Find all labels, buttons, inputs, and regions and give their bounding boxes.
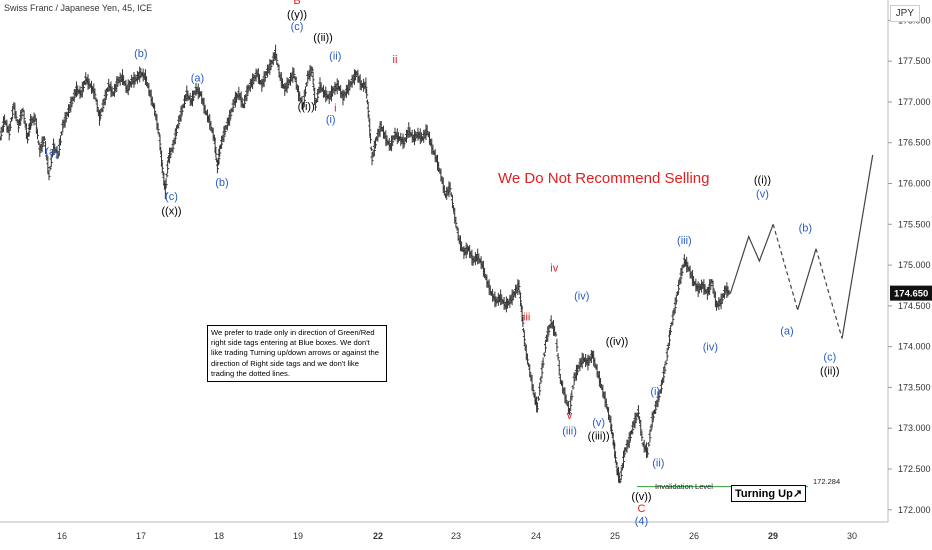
wave-label: iii (523, 312, 530, 324)
wave-label: (v) (756, 188, 769, 200)
wave-label: (b) (215, 177, 228, 189)
wave-label: (c) (291, 21, 304, 33)
invalidation-label: Invalidation Level (655, 482, 713, 491)
wave-label: v (567, 410, 573, 422)
y-tick-label: 172.000 (898, 505, 931, 515)
x-tick-label: 23 (451, 531, 461, 541)
x-tick-label: 18 (214, 531, 224, 541)
trading-note: We prefer to trade only in direction of … (207, 325, 387, 383)
wave-label: (ii) (329, 51, 341, 63)
y-tick-label: 177.500 (898, 56, 931, 66)
wave-label: ((iv)) (606, 336, 629, 348)
y-tick-label: 176.000 (898, 179, 931, 189)
wave-label: (ii) (652, 458, 664, 470)
x-tick-label: 29 (768, 531, 778, 541)
wave-label: (iii) (677, 235, 692, 247)
wave-label: iv (550, 263, 558, 275)
x-tick-label: 30 (847, 531, 857, 541)
y-tick-label: 175.000 (898, 260, 931, 270)
wave-label: (4) (635, 515, 648, 527)
arrow-up-right-icon: ↗ (792, 488, 803, 500)
wave-label: (b) (134, 48, 147, 60)
wave-label: ((i)) (298, 101, 315, 113)
y-tick-label: 174.500 (898, 301, 931, 311)
wave-label: C (638, 503, 646, 515)
wave-label: ((v)) (631, 491, 651, 503)
wave-label: (i) (326, 114, 336, 126)
wave-label: (b) (799, 223, 812, 235)
x-tick-label: 17 (136, 531, 146, 541)
invalidation-value: 172.284 (813, 477, 841, 486)
chart-title: Swiss Franc / Japanese Yen, 45, ICE (4, 3, 153, 13)
wave-label: (a) (191, 73, 204, 85)
projection-line (729, 224, 774, 294)
x-tick-label: 25 (610, 531, 620, 541)
last-price-label: 174.650 (894, 289, 928, 300)
wave-label: (iv) (574, 290, 589, 302)
wave-label: ((i)) (754, 175, 771, 187)
x-tick-label: 24 (531, 531, 541, 541)
last-price-badge (890, 285, 932, 301)
warning-text: We Do Not Recommend Selling (498, 170, 710, 187)
wave-label: (iii) (562, 426, 577, 438)
currency-label[interactable]: JPY (889, 5, 920, 22)
wave-label: ((ii)) (820, 365, 840, 377)
wave-label: i (334, 103, 336, 115)
projection-line (841, 154, 874, 339)
wave-label: (iv) (703, 342, 718, 354)
turning-up-box: Turning Up↗ (731, 485, 807, 502)
y-tick-label: 173.000 (898, 423, 931, 433)
x-tick-label: 22 (373, 531, 383, 541)
wave-label: (c) (823, 352, 836, 364)
x-tick-label: 16 (57, 531, 67, 541)
y-tick-label: 177.000 (898, 97, 931, 107)
projection-dashed-line (815, 248, 843, 339)
wave-label: ((ii)) (313, 32, 333, 44)
wave-label: ((x)) (161, 206, 181, 218)
wave-label: ii (393, 54, 398, 66)
x-tick-label: 19 (293, 531, 303, 541)
projection-line (797, 248, 817, 311)
wave-label: ((iii)) (588, 431, 610, 443)
wave-label: (i) (650, 386, 660, 398)
y-tick-label: 173.500 (898, 382, 931, 392)
y-tick-label: 175.500 (898, 219, 931, 229)
wave-label: (c) (165, 191, 178, 203)
turning-up-label: Turning Up (735, 488, 793, 500)
x-tick-label: 26 (689, 531, 699, 541)
wave-label: (v) (592, 417, 605, 429)
y-tick-label: 174.000 (898, 342, 931, 352)
wave-label: (a) (780, 325, 793, 337)
wave-label: (a) (45, 146, 58, 158)
y-tick-label: 172.500 (898, 464, 931, 474)
wave-label: ((y)) (287, 9, 307, 21)
projection-dashed-line (772, 224, 799, 311)
y-tick-label: 176.500 (898, 138, 931, 148)
wave-label: B (293, 0, 300, 7)
